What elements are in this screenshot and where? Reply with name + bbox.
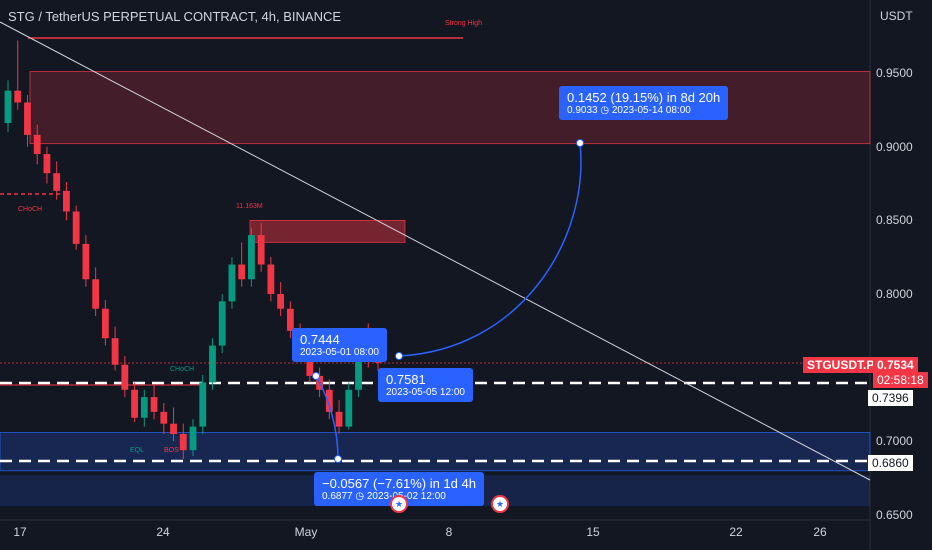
x-tick-label: 22 [729, 525, 743, 539]
candle-body [14, 90, 22, 103]
candle-body [82, 243, 90, 280]
y-tick-label: 0.9500 [876, 66, 913, 80]
candle-body [92, 279, 100, 309]
supply-zone-upper [29, 71, 871, 145]
trend-line [0, 21, 871, 481]
measure-callout-down[interactable]: −0.0567 (−7.61%) in 1d 4h 0.6877 ◷ 2023-… [314, 472, 484, 506]
candle-body [72, 211, 80, 244]
anchor-point [312, 372, 320, 380]
candle-body [179, 433, 187, 451]
candle-body [140, 397, 148, 418]
volume-label: 11.163M [236, 203, 263, 210]
candle-body [345, 389, 353, 427]
us-event-flag-icon[interactable]: ★ [390, 495, 408, 513]
x-tick-label: 17 [13, 525, 27, 539]
measure-down-target: 0.6877 ◷ 2023-05-02 12:00 [322, 491, 446, 502]
y-tick-label: 0.6500 [876, 508, 913, 522]
candle-body [267, 264, 275, 294]
candle-body [24, 102, 31, 135]
x-tick-label: 8 [445, 525, 453, 539]
candle-body [4, 90, 12, 124]
candle-body [286, 308, 294, 331]
point-b-price: 0.7581 [386, 372, 426, 387]
candle-body [218, 301, 226, 346]
candle-body [257, 235, 265, 265]
last-price-tag: 0.7534 [873, 357, 918, 373]
strong-high-label: Strong High [445, 20, 482, 27]
point-callout-b[interactable]: 0.7581 2023-05-05 12:00 [378, 368, 473, 402]
x-tick-label: May [294, 525, 318, 539]
candle-body [277, 294, 285, 309]
y-tick-label: 0.8500 [876, 213, 913, 228]
candle-body [43, 154, 51, 174]
point-a-price: 0.7444 [300, 332, 340, 347]
y-tick-label: 0.9000 [876, 139, 913, 154]
candle-body [53, 173, 61, 191]
candle-body [111, 338, 119, 365]
candle-body [33, 134, 41, 155]
y-tick-label: 0.7000 [876, 434, 913, 449]
measure-up-target: 0.9033 ◷ 2023-05-14 08:00 [567, 105, 691, 116]
choch-label: CHoCH [18, 206, 43, 213]
symbol-tag: STGUSDT.P [803, 357, 879, 373]
candle-body [170, 423, 177, 434]
anchor-point [334, 455, 342, 463]
level-tag-upper: 0.7396 [868, 390, 913, 406]
point-callout-a[interactable]: 0.7444 2023-05-01 08:00 [292, 328, 387, 362]
y-tick-label: 0.8000 [876, 287, 913, 301]
point-a-date: 2023-05-01 08:00 [300, 347, 379, 358]
bos-label: BOS [164, 447, 179, 454]
point-b-date: 2023-05-05 12:00 [386, 387, 465, 398]
candle-body [306, 352, 314, 376]
candle-body [238, 264, 246, 280]
candle-body [248, 235, 255, 280]
candle-body [228, 264, 236, 302]
anchor-point [576, 139, 584, 147]
x-tick-label: 24 [156, 525, 170, 539]
measure-curve-down [315, 375, 339, 460]
anchor-point [395, 352, 403, 360]
candle-body [335, 411, 343, 427]
countdown-tag: 02:58:18 [873, 372, 928, 388]
candle-body [160, 411, 168, 424]
demand-zone [0, 432, 871, 472]
candle-body [63, 190, 70, 212]
axis-unit: USDT [880, 9, 913, 23]
candle-body [209, 345, 216, 383]
measure-curve-up [398, 142, 582, 357]
chart-title: STG / TetherUS PERPETUAL CONTRACT, 4h, B… [8, 9, 342, 24]
level-tag-lower: 0.6860 [868, 455, 913, 471]
candle-body [355, 345, 362, 390]
x-tick-label: 15 [586, 525, 600, 539]
supply-zone-mid [249, 219, 406, 243]
candle-body [325, 389, 333, 412]
measure-callout-up[interactable]: 0.1452 (19.15%) in 8d 20h 0.9033 ◷ 2023-… [559, 86, 729, 120]
candle-body [101, 308, 109, 339]
candle-body [121, 364, 129, 390]
candle-body [150, 397, 158, 412]
us-event-flag-icon[interactable]: ★ [491, 495, 509, 513]
x-tick-label: 26 [813, 525, 827, 539]
choch-label: CHoCH [170, 366, 195, 373]
candle-body [131, 389, 138, 418]
candle-body [189, 426, 197, 451]
eql-label: EQL [130, 447, 145, 454]
measure-down-change: −0.0567 (−7.61%) in 1d 4h [322, 476, 476, 491]
measure-up-change: 0.1452 (19.15%) in 8d 20h [567, 90, 721, 105]
candle-body [199, 382, 207, 427]
